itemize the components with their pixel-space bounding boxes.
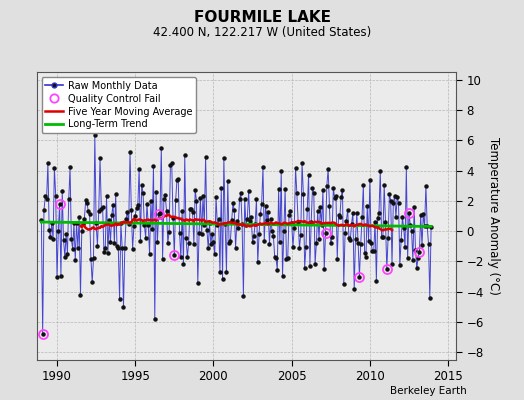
Y-axis label: Temperature Anomaly (°C): Temperature Anomaly (°C) bbox=[487, 137, 500, 295]
Legend: Raw Monthly Data, Quality Control Fail, Five Year Moving Average, Long-Term Tren: Raw Monthly Data, Quality Control Fail, … bbox=[41, 77, 196, 133]
Text: FOURMILE LAKE: FOURMILE LAKE bbox=[193, 10, 331, 25]
Text: Berkeley Earth: Berkeley Earth bbox=[390, 386, 466, 396]
Text: 42.400 N, 122.217 W (United States): 42.400 N, 122.217 W (United States) bbox=[153, 26, 371, 39]
